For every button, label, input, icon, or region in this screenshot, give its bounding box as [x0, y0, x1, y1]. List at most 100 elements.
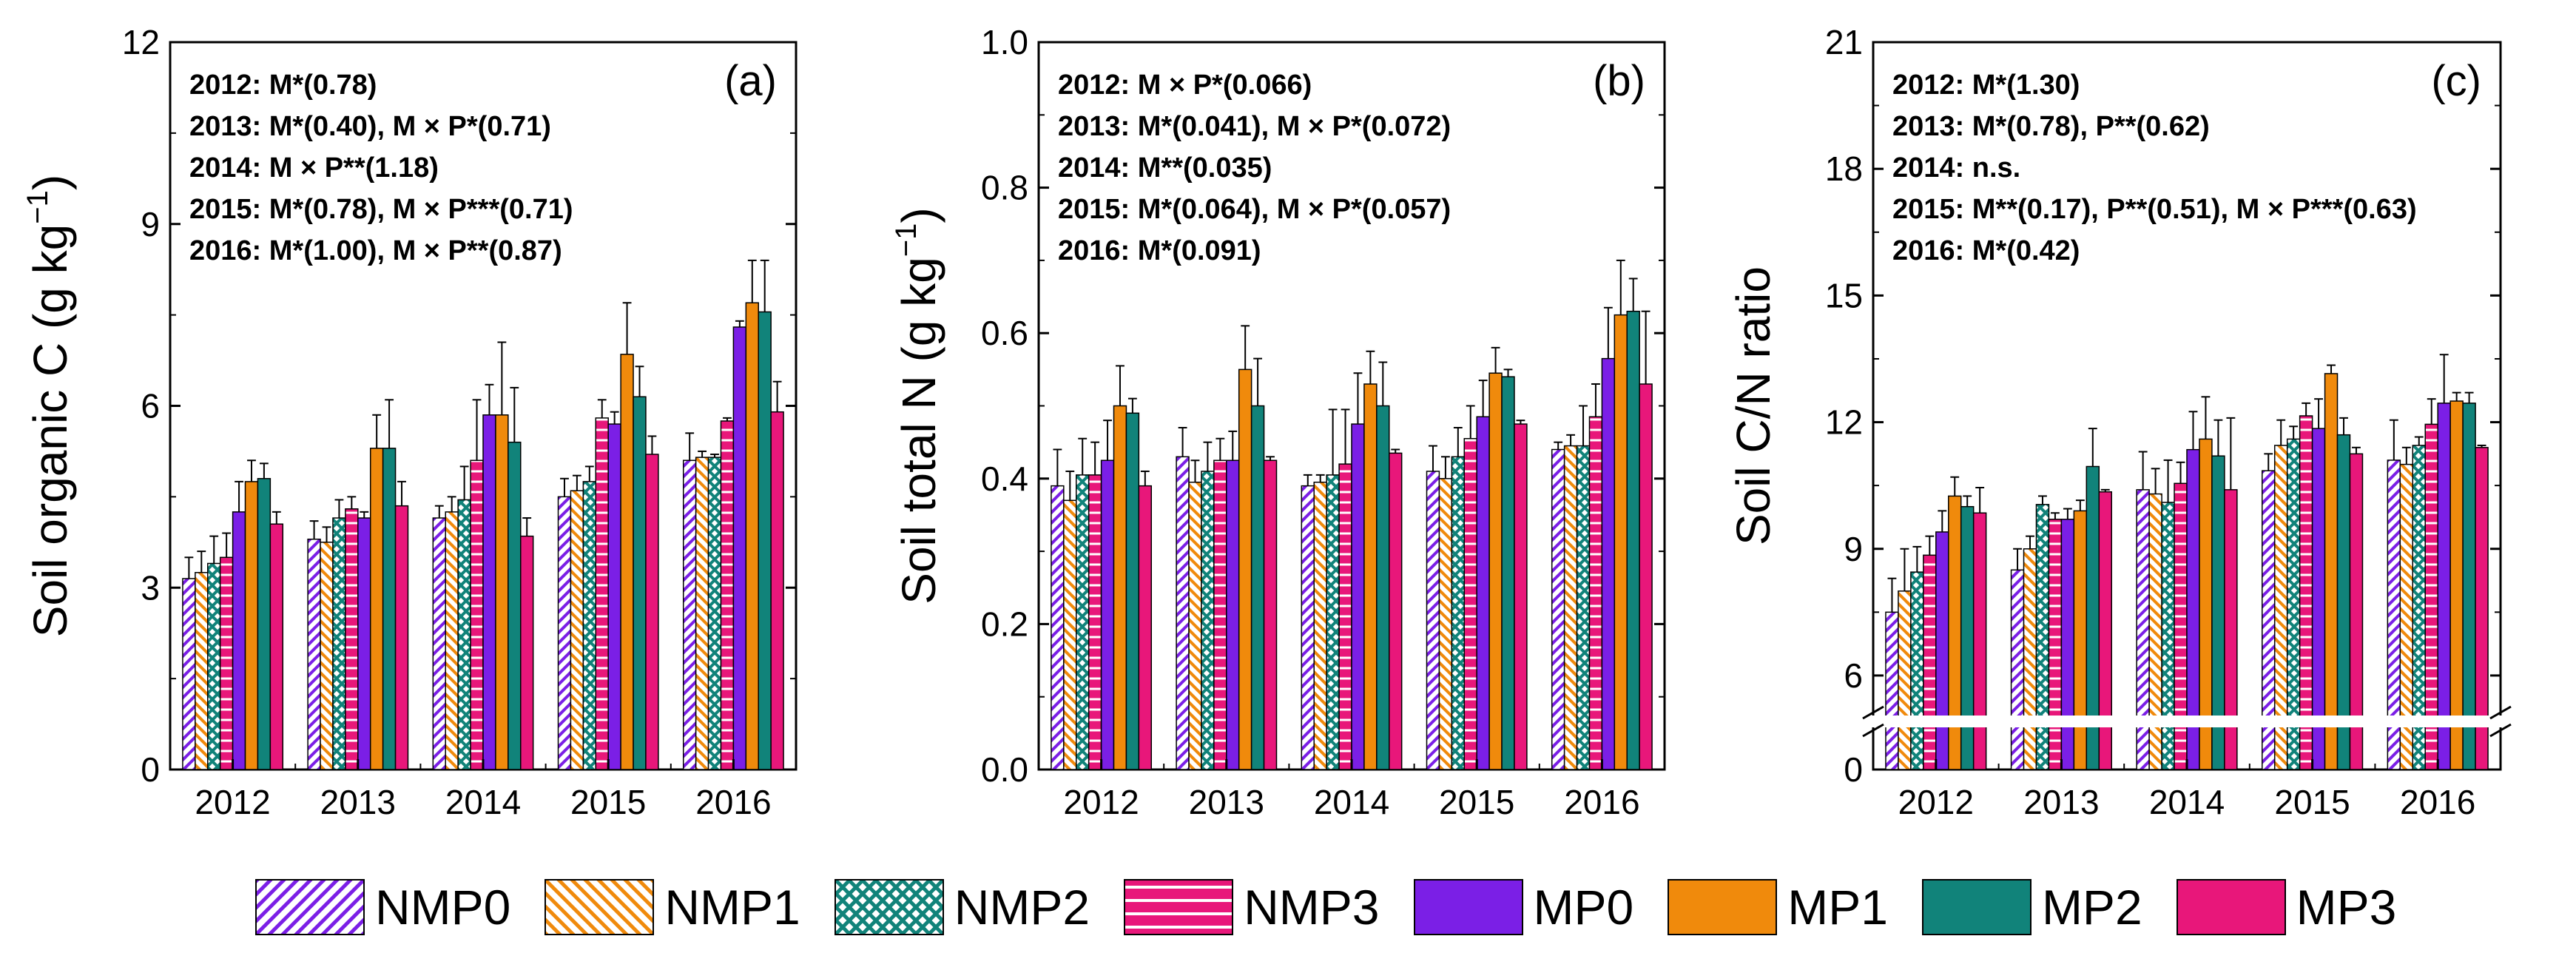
bar-nmp1-2015 [570, 490, 584, 770]
bar-mp1-2012 [244, 481, 259, 770]
axis-break-mark [2489, 723, 2512, 738]
bar-mp2-2012 [1125, 412, 1140, 770]
bar-mp0-2012 [232, 511, 246, 770]
legend-label-mp0: MP0 [1533, 880, 1634, 935]
legend-swatch-nmp2 [834, 879, 944, 935]
legend-swatch-fill [2177, 881, 2285, 934]
y-axis-label: Soil organic C (g kg−1) [21, 175, 77, 637]
bar-nmp3-2013 [1213, 459, 1227, 770]
charts-canvas: 0 3 6 9 12 2012 2013 2014 2015 2016 Soil organic C… [21, 23, 2512, 821]
chart-panel-2: 0 6 9 12 15 18 21 2012 2013 2014 2015 2016 Soil C/N … [1727, 23, 2512, 821]
bar-mp3-2016 [1639, 383, 1653, 770]
chart-panel-1: 0.0 0.2 0.4 0.6 0.8 1.0 2012 2013 2014 2015 2016 So… [890, 23, 1666, 821]
x-tick-label-2013: 2013 [2023, 783, 2099, 821]
bar-mp1-2012 [1948, 495, 1962, 770]
axis-break-mark [1862, 705, 1884, 720]
legend-swatch-fill [835, 881, 943, 934]
panel-label: (a) [724, 57, 777, 105]
legend-label-nmp0: NMP0 [375, 880, 511, 935]
legend-item-mp3: MP3 [2176, 879, 2396, 935]
x-tick-label-2015: 2015 [1439, 783, 1514, 821]
bar-nmp1-2014 [445, 511, 459, 770]
bar-nmp3-2015 [1463, 437, 1477, 770]
legend-swatch-fill [546, 881, 653, 934]
bar-mp0-2016 [2437, 403, 2451, 770]
bar-mp1-2015 [2324, 373, 2339, 770]
legend-item-mp1: MP1 [1668, 879, 1888, 935]
bar-nmp0-2012 [182, 578, 196, 770]
legend-swatch-fill [1669, 881, 1776, 934]
bar-mp1-2015 [620, 354, 634, 770]
panel-label: (b) [1593, 57, 1645, 105]
legend-label-nmp1: NMP1 [664, 880, 800, 935]
bar-mp0-2016 [1601, 357, 1616, 770]
x-tick-label-2013: 2013 [1189, 783, 1264, 821]
stats-annotation-4: 2016: M*(1.00), M × P**(0.87) [189, 235, 562, 266]
bar-nmp0-2013 [1176, 456, 1190, 770]
bar-nmp2-2016 [1576, 445, 1591, 770]
stats-annotation-2: 2014: n.s. [1892, 152, 2020, 184]
bar-mp0-2014 [1351, 423, 1365, 770]
bar-nmp3-2013 [2048, 519, 2063, 770]
bar-mp1-2013 [2073, 510, 2088, 770]
x-tick-label-2016: 2016 [695, 783, 771, 821]
x-tick-label-2013: 2013 [320, 783, 396, 821]
bar-mp2-2016 [758, 311, 772, 770]
stats-annotation-0: 2012: M*(0.78) [189, 70, 377, 101]
bar-nmp0-2014 [432, 517, 446, 770]
stats-annotation-1: 2013: M*(0.041), M × P*(0.072) [1058, 111, 1451, 142]
legend-item-nmp2: NMP2 [834, 879, 1090, 935]
x-tick-label-2012: 2012 [1898, 783, 1974, 821]
bar-nmp3-2014 [1338, 463, 1352, 770]
bar-nmp2-2013 [1201, 471, 1215, 770]
y-tick-label: 0.4 [981, 459, 1028, 498]
bar-nmp1-2015 [1438, 478, 1453, 770]
legend-swatch-mp2 [1921, 879, 2032, 935]
bar-mp2-2012 [257, 478, 272, 770]
bar-mp1-2014 [1363, 383, 1378, 770]
bar-mp0-2013 [357, 517, 371, 770]
y-tick-label: 15 [1825, 276, 1863, 314]
bar-nmp1-2014 [2148, 493, 2162, 770]
bar-mp0-2012 [1935, 531, 1949, 770]
legend-swatch-fill [1923, 881, 2030, 934]
panel-label: (c) [2431, 57, 2481, 105]
bar-mp2-2014 [1376, 405, 1390, 770]
bar-mp3-2015 [1514, 423, 1528, 770]
y-tick-label: 0.6 [981, 314, 1028, 352]
x-tick-label-2015: 2015 [570, 783, 646, 821]
legend-swatch-fill [1125, 881, 1233, 934]
bar-nmp3-2013 [345, 508, 359, 770]
y-tick-label: 6 [141, 387, 160, 425]
bar-mp0-2015 [1476, 416, 1490, 770]
bar-mp3-2013 [1263, 459, 1278, 770]
legend-swatch-nmp0 [255, 879, 365, 935]
bar-mp0-2013 [2060, 519, 2075, 770]
y-tick-label: 21 [1825, 23, 1863, 61]
bar-mp1-2016 [2449, 400, 2464, 770]
bar-mp2-2014 [508, 441, 522, 770]
legend-item-nmp3: NMP3 [1124, 879, 1380, 935]
bar-mp0-2013 [1226, 459, 1240, 770]
y-tick-label: 3 [141, 568, 160, 607]
bar-nmp1-2012 [1063, 499, 1077, 770]
bar-mp3-2012 [1972, 512, 1987, 770]
bar-nmp0-2012 [1885, 611, 1899, 770]
stats-annotation-4: 2016: M*(0.091) [1058, 235, 1261, 266]
legend-label-nmp3: NMP3 [1244, 880, 1380, 935]
bar-nmp1-2013 [320, 542, 334, 770]
bar-nmp3-2014 [470, 459, 484, 770]
stats-annotation-3: 2015: M*(0.064), M × P*(0.057) [1058, 194, 1451, 225]
axis-break-gap [1870, 716, 2503, 727]
bar-nmp3-2016 [720, 420, 735, 770]
bar-nmp1-2014 [1313, 481, 1327, 770]
bar-mp0-2016 [732, 326, 747, 770]
stats-annotation-4: 2016: M*(0.42) [1892, 235, 2080, 266]
bar-nmp0-2014 [2136, 489, 2150, 770]
legend-label-nmp2: NMP2 [954, 880, 1090, 935]
x-tick-label-2015: 2015 [2274, 783, 2350, 821]
legend-label-mp2: MP2 [2041, 880, 2142, 935]
legend-swatch-fill [257, 881, 363, 934]
legend-item-mp2: MP2 [1921, 879, 2142, 935]
bar-nmp0-2013 [307, 538, 321, 770]
